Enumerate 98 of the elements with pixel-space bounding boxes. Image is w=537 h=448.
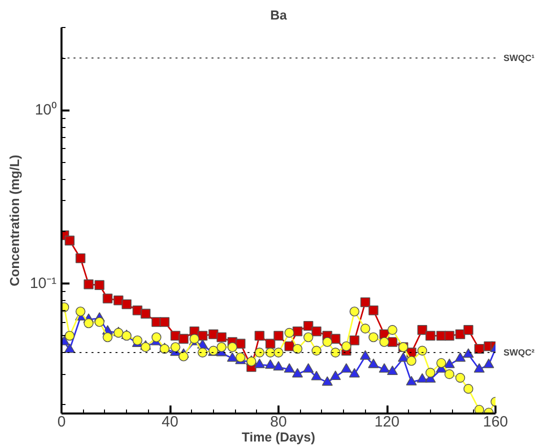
point <box>416 373 428 383</box>
ref-line-label: SWQC¹ <box>504 53 534 64</box>
point <box>455 372 466 383</box>
point <box>444 330 454 341</box>
point <box>378 363 390 373</box>
point <box>76 253 86 264</box>
point <box>350 306 360 316</box>
point <box>198 348 208 358</box>
point <box>94 280 104 290</box>
point <box>254 330 264 341</box>
point <box>368 358 379 368</box>
point <box>152 332 162 342</box>
point <box>406 376 417 386</box>
point <box>254 358 265 368</box>
point <box>311 370 322 380</box>
point <box>216 332 226 342</box>
point <box>94 317 104 327</box>
point <box>292 326 302 336</box>
point <box>406 356 416 366</box>
point <box>330 370 341 380</box>
point <box>444 369 454 380</box>
ref-line-label: SWQC² <box>504 348 534 358</box>
x-axis-title: Time (Days) <box>242 430 316 444</box>
point <box>368 332 378 342</box>
point <box>84 318 94 328</box>
point <box>417 346 428 356</box>
point <box>454 352 466 362</box>
point <box>292 344 302 354</box>
point <box>303 332 314 342</box>
x-tick-label: 0 <box>57 414 66 430</box>
x-tick-label: 160 <box>482 414 508 430</box>
point <box>483 358 494 368</box>
point <box>436 358 446 368</box>
point <box>76 306 86 316</box>
point <box>360 350 371 360</box>
point <box>64 236 75 246</box>
point <box>474 404 484 414</box>
point <box>368 306 378 316</box>
point <box>227 342 238 352</box>
point <box>330 334 340 344</box>
point <box>140 308 150 319</box>
point <box>122 299 132 310</box>
point <box>273 361 284 371</box>
point <box>444 358 455 368</box>
point <box>349 368 360 378</box>
point <box>284 363 295 373</box>
point <box>264 359 276 369</box>
point <box>284 328 294 338</box>
point <box>265 338 276 349</box>
point <box>178 352 188 362</box>
point <box>350 336 360 346</box>
point <box>330 348 340 358</box>
point <box>379 337 390 347</box>
point <box>387 366 398 376</box>
point <box>312 346 322 356</box>
point <box>340 363 352 373</box>
point <box>226 352 238 362</box>
point <box>388 337 398 347</box>
y-tick-label: 10⁻¹ <box>30 275 57 292</box>
point <box>398 352 409 362</box>
point <box>474 344 484 354</box>
chart-title: Ba <box>270 8 288 22</box>
point <box>274 330 284 341</box>
point <box>341 341 352 352</box>
point <box>360 297 370 308</box>
point <box>274 348 284 358</box>
point <box>84 279 94 290</box>
point <box>322 337 332 347</box>
x-tick-label: 40 <box>162 414 178 430</box>
point <box>463 325 474 335</box>
point <box>312 326 322 336</box>
y-tick-label: 10⁰ <box>34 102 57 119</box>
point <box>360 324 370 334</box>
point <box>303 320 314 331</box>
point <box>388 325 398 335</box>
point <box>198 330 208 341</box>
point <box>463 384 474 394</box>
point <box>64 343 76 353</box>
point <box>462 348 474 358</box>
x-tick-label: 80 <box>270 414 287 430</box>
point <box>417 325 428 335</box>
point <box>426 368 436 378</box>
point <box>236 338 246 349</box>
point <box>170 342 180 352</box>
point <box>102 332 113 342</box>
point <box>160 317 170 327</box>
x-tick-label: 120 <box>374 414 400 430</box>
point <box>64 330 75 341</box>
point <box>216 342 226 352</box>
point <box>322 376 333 386</box>
point <box>474 363 485 373</box>
point <box>254 348 264 358</box>
point <box>178 334 188 344</box>
point <box>292 368 303 378</box>
y-axis-title: Concentration (mg/L) <box>6 154 22 286</box>
point <box>302 363 314 373</box>
point <box>426 330 436 341</box>
point <box>102 294 113 304</box>
